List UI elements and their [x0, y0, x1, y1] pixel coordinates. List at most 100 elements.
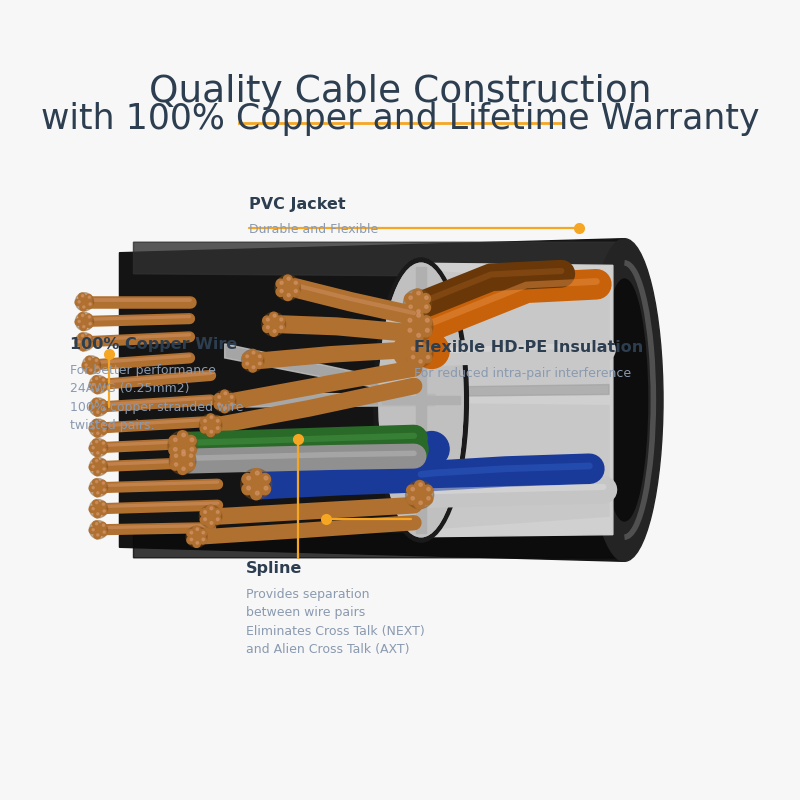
Circle shape — [427, 487, 430, 491]
Circle shape — [420, 302, 430, 313]
Circle shape — [178, 450, 188, 461]
Circle shape — [190, 454, 193, 458]
Circle shape — [287, 277, 290, 280]
Circle shape — [80, 344, 86, 351]
Circle shape — [93, 398, 99, 405]
Circle shape — [90, 375, 107, 394]
Circle shape — [196, 542, 198, 544]
Circle shape — [409, 296, 412, 299]
Circle shape — [100, 447, 107, 454]
Circle shape — [90, 438, 107, 457]
Circle shape — [200, 509, 208, 517]
Circle shape — [280, 318, 282, 321]
Circle shape — [78, 301, 80, 303]
Circle shape — [422, 354, 432, 363]
Circle shape — [413, 289, 422, 299]
Circle shape — [75, 318, 82, 326]
Polygon shape — [134, 534, 625, 558]
Circle shape — [89, 358, 90, 360]
Circle shape — [411, 347, 414, 350]
Polygon shape — [418, 403, 609, 530]
Circle shape — [95, 463, 102, 470]
Circle shape — [170, 448, 196, 474]
Circle shape — [85, 364, 87, 366]
Circle shape — [102, 442, 105, 444]
Circle shape — [403, 316, 414, 327]
Circle shape — [210, 507, 213, 510]
Circle shape — [75, 299, 82, 306]
Circle shape — [242, 360, 250, 369]
Circle shape — [214, 394, 222, 402]
Circle shape — [97, 452, 99, 454]
Circle shape — [93, 358, 99, 364]
Circle shape — [216, 419, 219, 422]
Circle shape — [82, 362, 89, 369]
Circle shape — [290, 279, 299, 288]
Circle shape — [204, 518, 206, 521]
Circle shape — [94, 365, 100, 371]
Circle shape — [409, 305, 412, 309]
Circle shape — [94, 430, 101, 437]
Circle shape — [81, 298, 88, 306]
Circle shape — [264, 486, 268, 490]
Circle shape — [210, 522, 213, 524]
Circle shape — [206, 520, 214, 528]
Circle shape — [200, 418, 208, 426]
Circle shape — [78, 333, 86, 340]
Circle shape — [95, 444, 102, 451]
Circle shape — [88, 336, 90, 338]
Circle shape — [214, 390, 236, 413]
Circle shape — [170, 461, 180, 470]
Circle shape — [411, 355, 414, 358]
Circle shape — [90, 485, 96, 491]
Circle shape — [89, 303, 91, 306]
Circle shape — [80, 324, 86, 330]
Text: PVC Jacket: PVC Jacket — [250, 197, 346, 212]
Circle shape — [86, 314, 92, 321]
Circle shape — [276, 287, 286, 297]
Circle shape — [406, 481, 434, 509]
Circle shape — [224, 406, 226, 410]
Circle shape — [405, 294, 414, 304]
Circle shape — [95, 381, 102, 388]
Circle shape — [262, 324, 271, 333]
Text: Durable and Flexible: Durable and Flexible — [250, 223, 378, 236]
Circle shape — [174, 438, 177, 442]
Circle shape — [426, 329, 429, 332]
Circle shape — [199, 506, 222, 528]
Circle shape — [190, 463, 193, 466]
Circle shape — [421, 316, 432, 327]
Circle shape — [90, 506, 96, 513]
Circle shape — [287, 294, 290, 297]
Text: Quality Cable Construction: Quality Cable Construction — [149, 74, 651, 110]
Circle shape — [393, 334, 428, 369]
Polygon shape — [246, 393, 435, 407]
Circle shape — [250, 478, 262, 490]
Circle shape — [250, 469, 262, 480]
Circle shape — [99, 522, 106, 529]
Circle shape — [95, 502, 98, 504]
Circle shape — [412, 298, 423, 309]
Circle shape — [407, 354, 417, 363]
Circle shape — [220, 397, 229, 406]
Circle shape — [174, 447, 177, 451]
Circle shape — [255, 471, 259, 475]
Ellipse shape — [379, 263, 463, 537]
Circle shape — [100, 466, 107, 473]
Circle shape — [414, 481, 425, 490]
Circle shape — [82, 346, 85, 348]
Polygon shape — [421, 263, 613, 537]
Circle shape — [419, 342, 422, 346]
Circle shape — [414, 431, 449, 466]
Circle shape — [174, 454, 178, 458]
Circle shape — [252, 366, 255, 369]
Circle shape — [417, 291, 420, 294]
Circle shape — [97, 470, 99, 473]
Circle shape — [92, 383, 94, 386]
Circle shape — [242, 350, 264, 372]
Circle shape — [242, 484, 253, 494]
Circle shape — [290, 287, 299, 297]
Circle shape — [216, 518, 219, 521]
Circle shape — [186, 445, 196, 456]
Circle shape — [103, 449, 106, 451]
